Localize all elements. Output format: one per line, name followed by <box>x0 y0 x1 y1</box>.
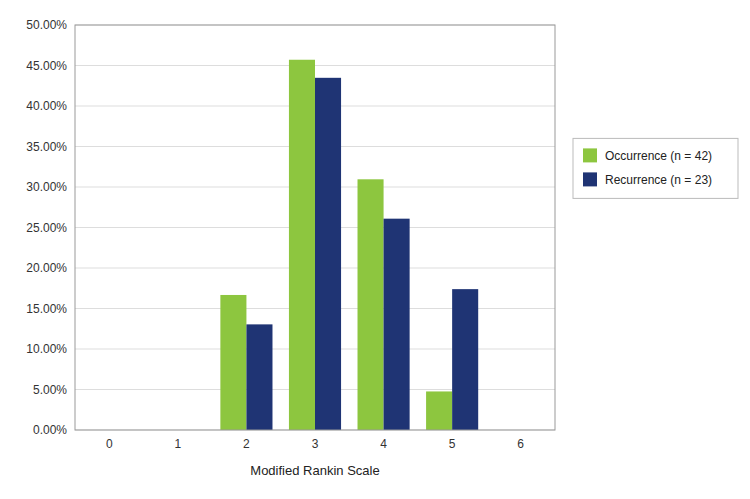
x-tick-label: 0 <box>106 437 113 451</box>
legend: Occurrence (n = 42) Recurrence (n = 23) <box>573 138 738 198</box>
bar <box>315 78 341 430</box>
x-tick-label: 3 <box>312 437 319 451</box>
x-tick-label: 5 <box>449 437 456 451</box>
y-tick-label: 35.00% <box>26 140 67 154</box>
chart: 0.00% 5.00% 10.00% 15.00% 20.00% 25.00% 30.00%… <box>0 0 750 499</box>
legend-label: Recurrence (n = 23) <box>605 173 712 187</box>
bar <box>426 391 452 430</box>
x-tick-label: 1 <box>175 437 182 451</box>
y-tick-label: 5.00% <box>33 383 67 397</box>
bar <box>452 289 478 430</box>
y-tick-label: 45.00% <box>26 59 67 73</box>
y-tick-label: 25.00% <box>26 221 67 235</box>
legend-label: Occurrence (n = 42) <box>605 149 712 163</box>
y-tick-label: 0.00% <box>33 423 67 437</box>
x-tick-label: 6 <box>517 437 524 451</box>
plot-area <box>75 25 555 430</box>
bar <box>220 295 246 430</box>
legend-swatch <box>583 148 597 162</box>
y-tick-label: 50.00% <box>26 18 67 32</box>
y-tick-label: 15.00% <box>26 302 67 316</box>
y-tick-label: 30.00% <box>26 180 67 194</box>
bar <box>289 60 315 430</box>
y-tick-label: 10.00% <box>26 342 67 356</box>
x-tick-label: 4 <box>380 437 387 451</box>
legend-box <box>573 138 738 198</box>
bars <box>220 60 478 430</box>
y-tick-label: 20.00% <box>26 261 67 275</box>
bar <box>246 324 272 430</box>
y-tick-label: 40.00% <box>26 99 67 113</box>
x-tick-label: 2 <box>243 437 250 451</box>
bar <box>358 179 384 430</box>
legend-swatch <box>583 172 597 186</box>
x-axis-label: Modified Rankin Scale <box>250 463 379 478</box>
bar <box>384 219 410 430</box>
plot-frame <box>75 25 555 430</box>
